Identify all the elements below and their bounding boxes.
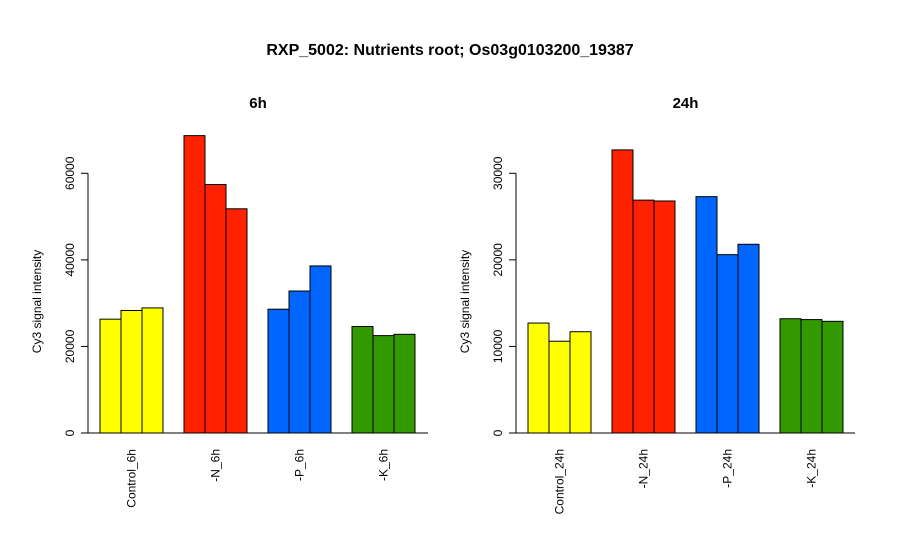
bar	[309, 265, 332, 434]
x-tick-label: -N_24h	[637, 449, 651, 488]
x-tick-label: -P_6h	[293, 449, 307, 481]
y-tick-label: 40000	[63, 243, 77, 277]
chart-panels: 6h 0 20000 40000 60000 Cy3 signal intensity Co…	[30, 95, 855, 514]
chart-panel-1: 24h 0 10000 20000 30000 Cy3 signal intensity C…	[458, 95, 855, 514]
x-tick-label: -N_6h	[209, 449, 223, 482]
bar	[288, 290, 311, 434]
bar	[716, 254, 739, 434]
x-tick-label: -K_24h	[805, 449, 819, 488]
bar	[821, 320, 844, 434]
y-tick-label: 10000	[491, 329, 505, 363]
bar	[569, 331, 592, 434]
panel-title: 6h	[249, 95, 267, 112]
bar	[800, 319, 823, 434]
bar	[204, 184, 227, 434]
x-tick-label: Control_6h	[125, 449, 139, 508]
bar	[225, 208, 248, 434]
bar	[120, 310, 143, 434]
bar	[632, 199, 655, 434]
bar	[695, 196, 718, 434]
bar	[737, 243, 760, 434]
y-tick-label: 60000	[63, 156, 77, 190]
chart-title: RXP_5002: Nutrients root; Os03g0103200_1…	[266, 42, 633, 59]
bar	[351, 326, 374, 434]
x-tick-label: -P_24h	[721, 449, 735, 488]
bar	[141, 307, 164, 434]
bar	[267, 308, 290, 434]
y-tick-label: 20000	[63, 329, 77, 363]
chart-panel-0: 6h 0 20000 40000 60000 Cy3 signal intensity Co…	[30, 95, 428, 508]
x-tick-label: -K_6h	[377, 449, 391, 481]
panel-title: 24h	[673, 95, 699, 112]
y-axis-label: Cy3 signal intensity	[458, 250, 472, 353]
y-axis-label: Cy3 signal intensity	[30, 250, 44, 353]
y-tick-label: 20000	[491, 243, 505, 277]
bar	[99, 318, 122, 434]
bar	[527, 322, 550, 434]
y-tick-label: 0	[491, 429, 505, 436]
bar	[611, 149, 634, 434]
x-tick-label: Control_24h	[553, 449, 567, 514]
bar	[183, 135, 206, 434]
bar	[372, 335, 395, 434]
bar	[548, 340, 571, 434]
y-tick-label: 30000	[491, 156, 505, 190]
bar	[779, 318, 802, 434]
y-tick-label: 0	[63, 429, 77, 436]
bar	[653, 200, 676, 434]
bar	[393, 333, 416, 434]
